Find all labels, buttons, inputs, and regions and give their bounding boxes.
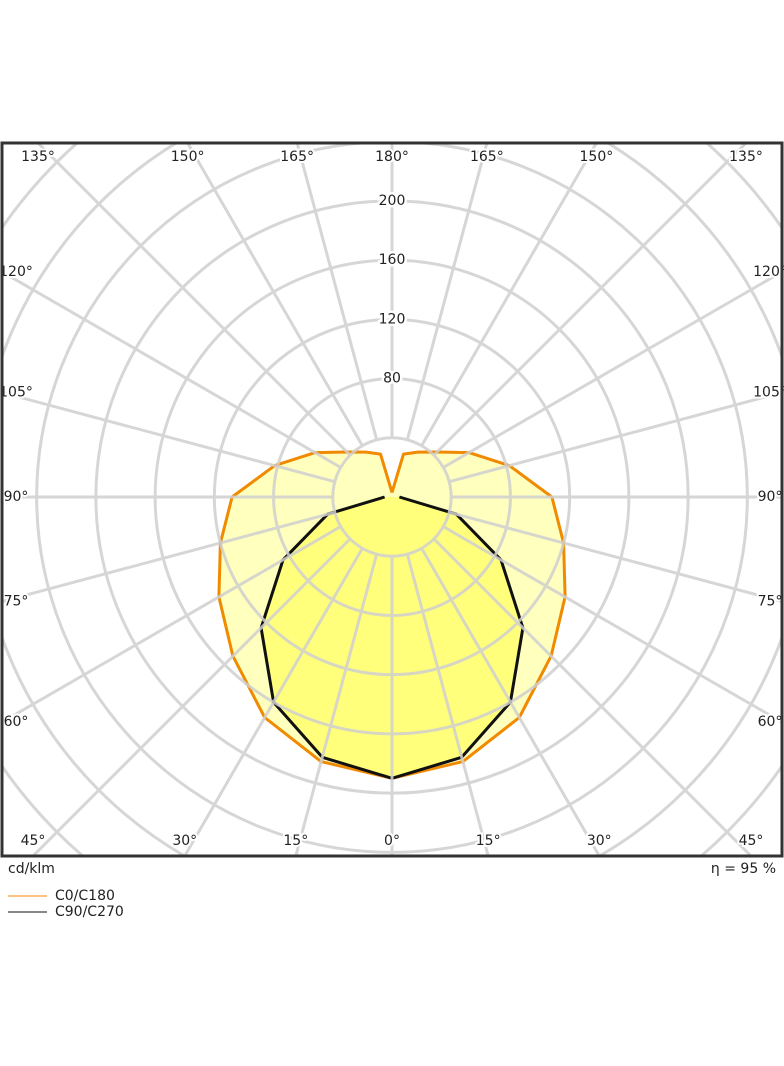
angle-tick-label: 30° <box>172 833 197 849</box>
grid-spoke <box>2 510 336 604</box>
grid-spoke <box>182 547 364 856</box>
grid-spoke <box>448 510 782 604</box>
radial-tick-label: 80 <box>383 371 401 387</box>
grid-spoke <box>432 537 754 856</box>
angle-tick-label: 45° <box>21 833 46 849</box>
angle-tick-label: 75° <box>758 594 783 610</box>
radial-tick-label: 200 <box>379 193 406 209</box>
angle-tick-label: 150° <box>580 149 614 165</box>
grid-spoke <box>448 390 782 484</box>
angle-tick-label: 30° <box>587 833 612 849</box>
grid-spoke <box>420 143 599 447</box>
legend-label: C90/C270 <box>55 904 124 920</box>
angle-tick-label: 75° <box>4 594 29 610</box>
grid-spoke <box>295 143 379 441</box>
angle-tick-label: 60° <box>758 714 783 730</box>
curve-fill <box>261 497 392 779</box>
angle-tick-label: 165° <box>470 149 504 165</box>
angle-tick-label: 180° <box>375 149 409 165</box>
radial-tick-label: 160 <box>379 252 406 268</box>
grid-spoke <box>2 390 336 484</box>
grid-spoke <box>30 537 352 856</box>
angle-tick-label: 90° <box>4 489 29 505</box>
angle-tick-label: 135° <box>21 149 55 165</box>
efficiency-label: η = 95 % <box>711 861 776 877</box>
angle-tick-label: 15° <box>476 833 501 849</box>
unit-label: cd/klm <box>8 861 55 877</box>
radial-tick-label: 120 <box>379 311 406 327</box>
grid-spoke <box>294 553 379 856</box>
angle-tick-label: 45° <box>739 833 764 849</box>
grid-spoke <box>2 270 342 469</box>
frame <box>0 141 784 858</box>
grid-spoke <box>405 553 490 856</box>
angle-tick-label: 105° <box>753 384 784 400</box>
angle-tick-label: 150° <box>171 149 205 165</box>
angle-tick-label: 0° <box>384 833 400 849</box>
legend-label: C0/C180 <box>55 888 115 904</box>
grid-spoke <box>420 547 602 856</box>
angle-tick-label: 135° <box>729 149 763 165</box>
angle-tick-label: 90° <box>758 489 783 505</box>
labels: 0° 15° 15° 30° 30° 45° 45° 60° 60° 75° 75° 90° 90° 10… <box>0 147 784 851</box>
curve-fill <box>392 497 523 779</box>
grid-spoke <box>432 143 749 457</box>
grid-spoke <box>405 143 489 441</box>
angle-tick-label: 120° <box>753 264 784 280</box>
grid-spoke <box>442 270 782 469</box>
angle-tick-label: 165° <box>280 149 314 165</box>
angle-tick-label: 120° <box>0 264 33 280</box>
polar-grid <box>2 143 782 856</box>
grid-spoke <box>35 143 352 457</box>
grid-spoke <box>442 525 782 724</box>
grid-spoke <box>185 143 364 447</box>
angle-tick-label: 60° <box>4 714 29 730</box>
grid-spoke <box>2 525 342 724</box>
angle-tick-label: 105° <box>0 384 33 400</box>
angle-tick-label: 15° <box>283 833 308 849</box>
